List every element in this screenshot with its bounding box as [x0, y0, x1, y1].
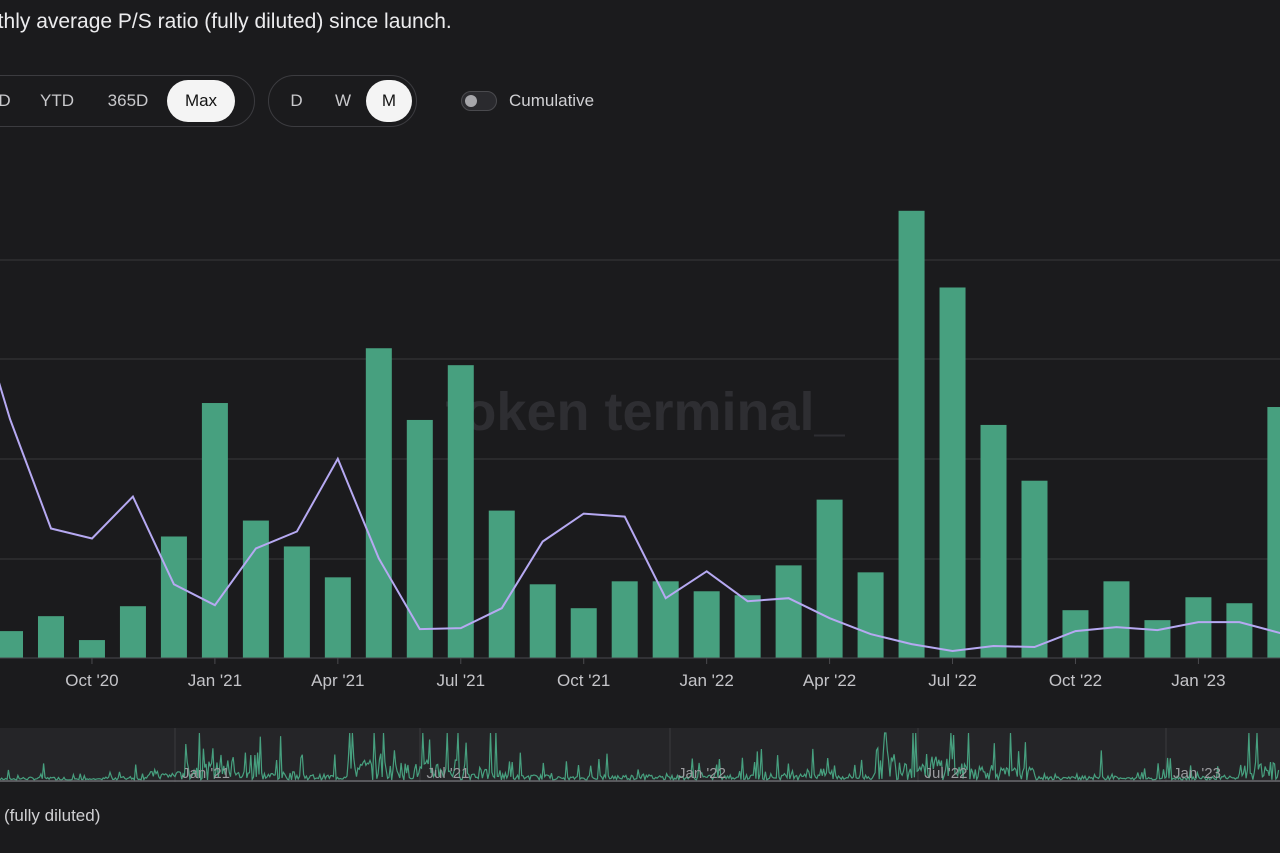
bar-jan-22[interactable] [693, 591, 720, 658]
bar-mar-23[interactable] [1267, 407, 1280, 658]
range-365d-button[interactable]: 365D [107, 91, 149, 110]
bar-nov-21[interactable] [611, 581, 638, 658]
x-axis-ticks: Oct '20 Jan '21 Apr '21 Jul '21 Oct '21 Jan '… [65, 658, 1226, 690]
granularity-month-button[interactable]: M [365, 80, 412, 122]
bar-may-21[interactable] [365, 348, 392, 658]
granularity-selector: D W M [268, 75, 417, 127]
bar-may-22[interactable] [857, 572, 884, 658]
bar-jul-21[interactable] [447, 365, 474, 658]
bar-feb-22[interactable] [734, 595, 761, 658]
x-tick-label: Apr '22 [803, 671, 856, 690]
x-tick-label: Jan '22 [680, 671, 734, 690]
bar-sep-21[interactable] [529, 584, 556, 658]
x-tick-label: Jul '22 [928, 671, 977, 690]
legend-label: (fully diluted) [4, 806, 101, 825]
bar-aug-21[interactable] [488, 510, 515, 658]
navigator-tick-label: Jan '21 [182, 765, 230, 782]
bar-sep-22[interactable] [1021, 480, 1048, 658]
x-tick-label: Jan '23 [1171, 671, 1225, 690]
bar-aug-20[interactable] [0, 631, 23, 658]
bar-series [0, 210, 1280, 658]
bar-feb-21[interactable] [242, 520, 269, 658]
navigator-tick-label: Jan '22 [678, 765, 726, 782]
navigator: Jan '21 Jul '21 Jan '22 Jul '22 Jan '23 [0, 728, 1280, 782]
bar-aug-22[interactable] [980, 424, 1007, 658]
navigator-tick-label: Jul '21 [427, 765, 470, 782]
x-tick-label: Jul '21 [436, 671, 485, 690]
bar-oct-20[interactable] [78, 640, 105, 658]
bar-apr-22[interactable] [816, 499, 843, 658]
bar-mar-22[interactable] [775, 565, 802, 658]
range-30d-button[interactable]: 30D [0, 91, 11, 110]
line-series [0, 382, 1280, 653]
granularity-week-button[interactable]: W [334, 91, 351, 110]
bar-feb-23[interactable] [1226, 603, 1253, 658]
toggle-knob [465, 95, 477, 107]
bar-mar-21[interactable] [283, 546, 310, 658]
chart-description: nthly average P/S ratio (fully diluted) … [0, 10, 452, 33]
bar-oct-21[interactable] [570, 608, 597, 658]
bar-jan-23[interactable] [1185, 597, 1212, 658]
x-tick-label: Oct '20 [65, 671, 118, 690]
watermark: token terminal_ [445, 382, 845, 442]
bar-dec-22[interactable] [1144, 620, 1171, 658]
bar-nov-22[interactable] [1103, 581, 1130, 658]
bar-sep-20[interactable] [37, 616, 64, 658]
x-tick-label: Apr '21 [311, 671, 364, 690]
bar-jul-22[interactable] [939, 287, 966, 658]
x-tick-label: Oct '21 [557, 671, 610, 690]
bar-jun-22[interactable] [898, 210, 925, 658]
range-max-button[interactable]: Max [167, 80, 235, 122]
bar-dec-20[interactable] [160, 536, 187, 658]
x-tick-label: Jan '21 [188, 671, 242, 690]
bar-jun-21[interactable] [406, 419, 433, 658]
bar-apr-21[interactable] [324, 577, 351, 658]
bar-jan-21[interactable] [201, 403, 228, 658]
time-range-selector: 30D YTD 365D Max [0, 75, 255, 127]
navigator-tick-label: Jul '22 [925, 765, 968, 782]
granularity-day-button[interactable]: D [290, 91, 303, 110]
navigator-sparkline [0, 732, 1280, 782]
cumulative-label: Cumulative [509, 91, 595, 110]
bar-nov-20[interactable] [119, 606, 146, 658]
range-ytd-button[interactable]: YTD [40, 91, 74, 110]
bar-dec-21[interactable] [652, 581, 679, 658]
x-tick-label: Oct '22 [1049, 671, 1102, 690]
cumulative-toggle[interactable] [461, 91, 497, 111]
navigator-tick-label: Jan '23 [1173, 765, 1221, 782]
